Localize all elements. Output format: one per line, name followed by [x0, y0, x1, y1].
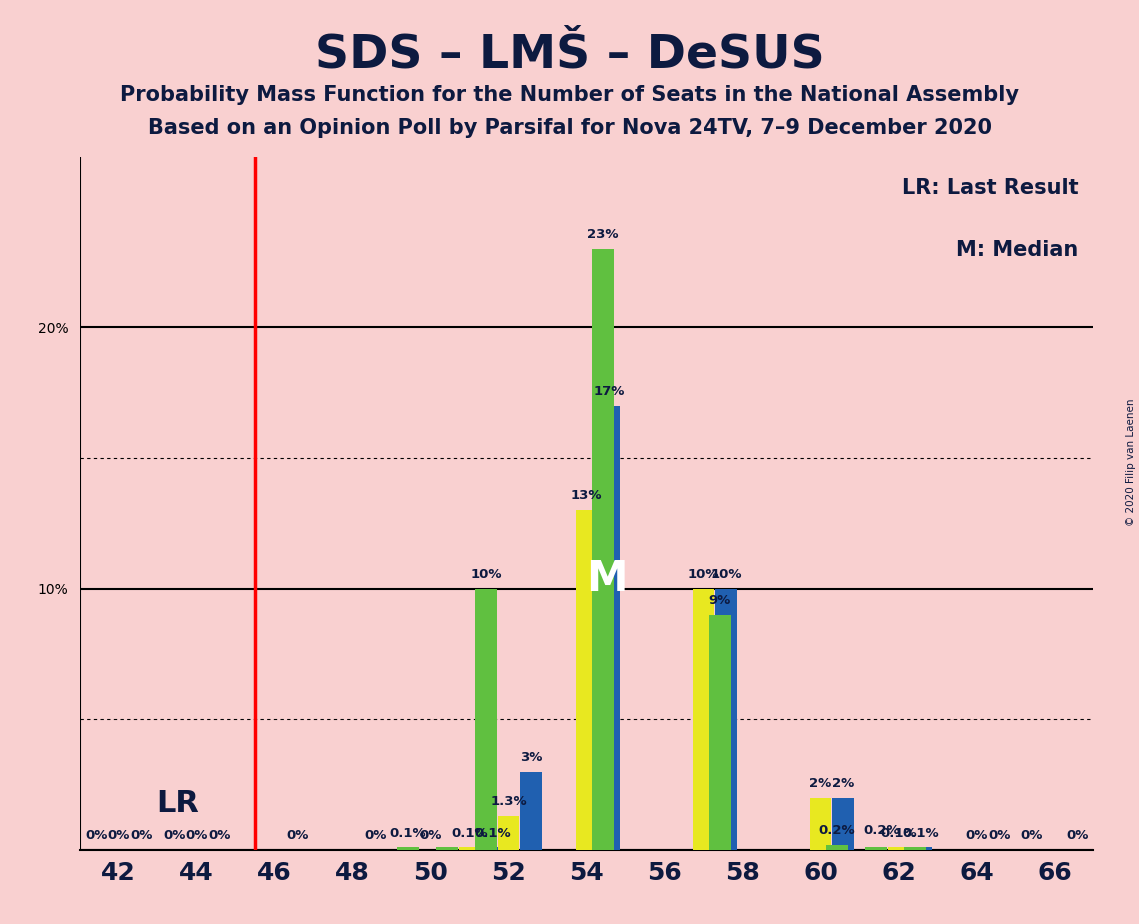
Bar [887, 847, 909, 850]
Text: 10%: 10% [470, 567, 502, 580]
Bar [482, 847, 503, 850]
Text: 0.1%: 0.1% [474, 827, 510, 840]
Bar [459, 847, 481, 850]
Text: 0%: 0% [1066, 829, 1088, 843]
Text: M: M [587, 558, 628, 601]
Bar [436, 847, 458, 850]
Text: 2%: 2% [810, 777, 831, 790]
Text: M: Median: M: Median [956, 240, 1079, 261]
Text: 10%: 10% [711, 567, 741, 580]
Text: 0.2%: 0.2% [863, 824, 901, 837]
Bar [592, 249, 614, 850]
Bar [576, 510, 597, 850]
Text: 0.2%: 0.2% [819, 824, 855, 837]
Bar [598, 406, 620, 850]
Text: 13%: 13% [571, 490, 603, 503]
Bar [521, 772, 542, 850]
Text: 0%: 0% [186, 829, 208, 843]
Text: 0%: 0% [965, 829, 988, 843]
Text: 0%: 0% [85, 829, 107, 843]
Bar [715, 589, 737, 850]
Text: 0%: 0% [163, 829, 186, 843]
Text: 0%: 0% [419, 829, 442, 843]
Text: 2%: 2% [831, 777, 854, 790]
Text: 17%: 17% [593, 384, 625, 397]
Bar [710, 614, 730, 850]
Text: 0.1%: 0.1% [880, 827, 917, 840]
Text: 0%: 0% [988, 829, 1010, 843]
Bar [398, 847, 419, 850]
Text: 0%: 0% [1021, 829, 1043, 843]
Text: LR: Last Result: LR: Last Result [902, 177, 1079, 198]
Text: Probability Mass Function for the Number of Seats in the National Assembly: Probability Mass Function for the Number… [120, 85, 1019, 105]
Bar [910, 847, 932, 850]
Bar [866, 847, 886, 850]
Text: 0%: 0% [286, 829, 309, 843]
Text: SDS – LMŠ – DeSUS: SDS – LMŠ – DeSUS [314, 32, 825, 78]
Bar [693, 589, 714, 850]
Text: 0.1%: 0.1% [390, 827, 426, 840]
Bar [810, 797, 831, 850]
Text: 3%: 3% [521, 751, 542, 764]
Bar [475, 589, 497, 850]
Text: © 2020 Filip van Laenen: © 2020 Filip van Laenen [1126, 398, 1136, 526]
Text: 0%: 0% [208, 829, 230, 843]
Text: 0.1%: 0.1% [903, 827, 940, 840]
Text: Based on an Opinion Poll by Parsifal for Nova 24TV, 7–9 December 2020: Based on an Opinion Poll by Parsifal for… [147, 118, 992, 139]
Text: 0%: 0% [130, 829, 153, 843]
Bar [833, 797, 854, 850]
Text: 0%: 0% [107, 829, 130, 843]
Text: 0%: 0% [364, 829, 386, 843]
Text: 1.3%: 1.3% [490, 796, 527, 808]
Text: 0.1%: 0.1% [451, 827, 487, 840]
Bar [904, 847, 926, 850]
Text: 23%: 23% [588, 227, 618, 241]
Text: LR: LR [156, 788, 198, 818]
Bar [498, 816, 519, 850]
Text: 10%: 10% [688, 567, 720, 580]
Text: 9%: 9% [708, 594, 731, 607]
Bar [826, 845, 847, 850]
